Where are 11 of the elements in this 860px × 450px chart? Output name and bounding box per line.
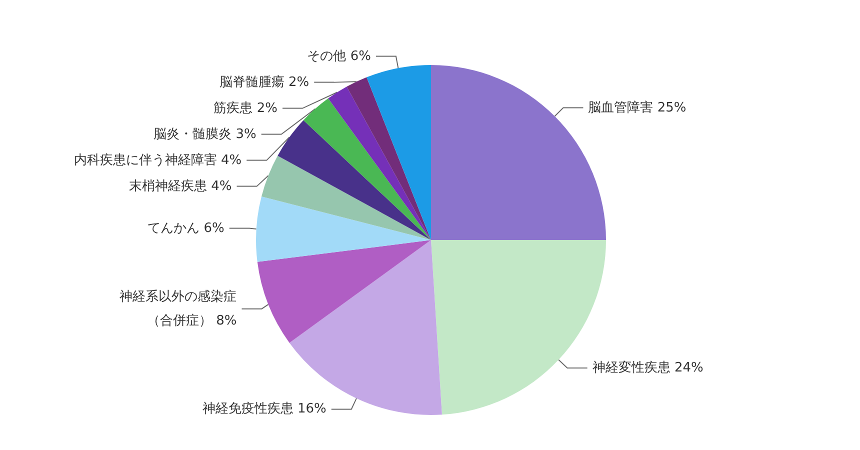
slice-label: てんかん 6% (148, 220, 224, 236)
slice-label: 末梢神経疾患 4% (129, 178, 232, 194)
slice-label: 神経系以外の感染症（合併症） 8% (120, 289, 237, 328)
slice-label: 神経変性疾患 24% (592, 360, 704, 376)
slice-label: 脳炎・髄膜炎 3% (154, 126, 256, 142)
slice-label: 脳脊髄腫瘍 2% (219, 74, 310, 90)
slice-label: 筋疾患 2% (214, 100, 278, 116)
slice-label: 内科疾患に伴う神経障害 4% (74, 152, 242, 168)
slice-label: 神経免疫性疾患 16% (202, 402, 326, 417)
slice-label: 脳血管障害 25% (588, 99, 686, 116)
slice-label: その他 6% (307, 48, 371, 64)
